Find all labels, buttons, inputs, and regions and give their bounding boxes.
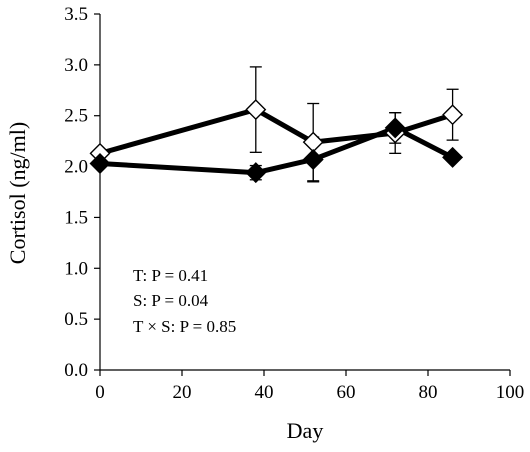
data-point-series-2 <box>384 117 406 139</box>
x-tick-label: 20 <box>173 382 192 403</box>
x-tick-label: 100 <box>496 382 525 403</box>
y-tick-label: 3.0 <box>64 55 88 76</box>
series-layer <box>89 66 464 184</box>
axes <box>99 14 510 371</box>
x-tick-label: 40 <box>255 382 274 403</box>
y-tick-label: 2.0 <box>64 157 88 178</box>
annotation-txs: T × S: P = 0.85 <box>133 317 236 336</box>
data-point-series-2 <box>89 153 111 175</box>
y-tick-label: 1.0 <box>64 258 88 279</box>
series-lines <box>99 107 454 176</box>
tick-labels: 0.0 0.5 1.0 1.5 2.0 2.5 3.0 3.5 0 20 40 60 80 100 <box>64 4 524 403</box>
x-tick-label: 0 <box>95 382 105 403</box>
y-tick-label: 2.5 <box>64 106 88 127</box>
data-point-series-1 <box>245 99 267 121</box>
data-point-series-2 <box>245 162 267 184</box>
ticks <box>94 13 511 376</box>
x-tick-label: 80 <box>419 382 438 403</box>
y-tick-label: 0.0 <box>64 360 88 381</box>
data-point-series-2 <box>302 148 324 170</box>
annotation-s: S: P = 0.04 <box>133 291 209 310</box>
data-point-series-2 <box>442 146 464 168</box>
data-point-series-1 <box>442 104 464 126</box>
annotations: T: P = 0.41 S: P = 0.04 T × S: P = 0.85 <box>133 266 236 336</box>
markers <box>89 99 464 184</box>
y-tick-label: 0.5 <box>64 309 88 330</box>
x-axis-title: Day <box>287 418 324 443</box>
annotation-t: T: P = 0.41 <box>133 266 208 285</box>
y-tick-label: 3.5 <box>64 4 88 25</box>
data-point-series-1 <box>302 131 324 153</box>
x-tick-label: 60 <box>337 382 356 403</box>
y-axis-title: Cortisol (ng/ml) <box>5 122 30 264</box>
y-tick-label: 1.5 <box>64 207 88 228</box>
